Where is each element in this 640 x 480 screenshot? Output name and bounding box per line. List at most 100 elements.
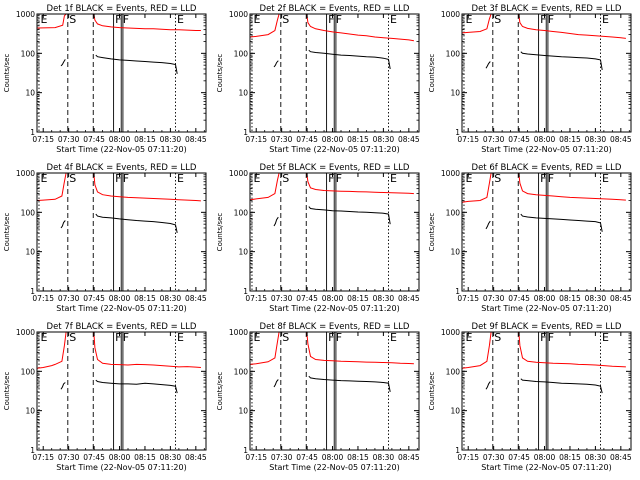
event-marker-label: S xyxy=(282,172,289,185)
x-tick-label: 08:30 xyxy=(373,135,395,144)
event-marker-label: F xyxy=(548,13,554,26)
y-tick-label: 10 xyxy=(238,248,248,257)
events-series-line xyxy=(308,49,391,70)
event-marker-label: E xyxy=(177,172,184,185)
y-axis-label: Counts/sec xyxy=(216,213,224,252)
y-tick-label: 10 xyxy=(238,89,248,98)
x-tick-label: 07:15 xyxy=(245,453,267,462)
x-tick-label: 08:00 xyxy=(534,453,556,462)
event-marker-label: E xyxy=(177,331,184,344)
event-marker-label: F xyxy=(115,13,121,26)
y-tick-label: 100 xyxy=(446,49,461,58)
x-tick-label: 08:15 xyxy=(559,135,581,144)
x-tick-label: 07:45 xyxy=(296,294,318,303)
x-tick-label: 07:30 xyxy=(271,294,293,303)
event-marker-label: E xyxy=(602,172,609,185)
lld-series-line xyxy=(93,332,201,368)
x-tick-label: 08:30 xyxy=(585,453,607,462)
lld-series-line xyxy=(462,14,493,34)
panel-title: Det 3f BLACK = Events, RED = LLD xyxy=(472,4,622,14)
x-axis-label: Start Time (22-Nov-05 07:11:20) xyxy=(56,304,186,313)
y-tick-label: 10 xyxy=(450,407,460,416)
events-series-line xyxy=(95,379,178,394)
y-tick-label: 100 xyxy=(446,208,461,217)
x-tick-label: 08:00 xyxy=(534,294,556,303)
y-tick-label: 100 xyxy=(21,208,36,217)
x-tick-label: 08:45 xyxy=(610,453,632,462)
lld-series-line xyxy=(518,173,626,201)
y-tick-label: 1000 xyxy=(441,169,460,178)
x-tick-label: 08:30 xyxy=(160,453,182,462)
y-tick-label: 1000 xyxy=(229,328,248,337)
lld-series-line xyxy=(37,332,68,369)
event-marker-label: S xyxy=(282,13,289,26)
event-marker-label: E xyxy=(390,172,397,185)
x-tick-label: 07:15 xyxy=(245,294,267,303)
y-tick-label: 1 xyxy=(455,287,460,296)
x-tick-label: 08:00 xyxy=(322,453,344,462)
plot-frame xyxy=(36,172,207,292)
x-tick-label: 08:15 xyxy=(347,453,369,462)
event-marker-label: E xyxy=(40,172,47,185)
events-series-line xyxy=(273,379,279,388)
panel-title: Det 7f BLACK = Events, RED = LLD xyxy=(47,322,197,332)
y-tick-label: 100 xyxy=(21,49,36,58)
y-tick-label: 100 xyxy=(234,367,249,376)
x-axis-label: Start Time (22-Nov-05 07:11:20) xyxy=(56,463,186,472)
y-axis-label: Counts/sec xyxy=(428,54,436,93)
lld-series-line xyxy=(518,14,626,39)
events-series-line xyxy=(485,220,491,230)
event-marker-label: S xyxy=(494,331,501,344)
event-marker-label: E xyxy=(390,13,397,26)
y-tick-label: 10 xyxy=(450,248,460,257)
y-tick-label: 1 xyxy=(243,287,248,296)
event-marker-label: F xyxy=(336,13,342,26)
x-tick-label: 08:45 xyxy=(185,135,207,144)
x-tick-label: 07:30 xyxy=(271,453,293,462)
y-tick-label: 100 xyxy=(234,49,249,58)
x-tick-label: 07:15 xyxy=(32,135,54,144)
y-axis-label: Counts/sec xyxy=(3,213,11,252)
plot-frame xyxy=(461,13,632,133)
x-tick-label: 08:45 xyxy=(398,453,420,462)
x-tick-label: 07:15 xyxy=(245,135,267,144)
x-tick-label: 07:30 xyxy=(58,294,80,303)
y-axis-label: Counts/sec xyxy=(428,372,436,411)
y-tick-label: 1 xyxy=(30,446,35,455)
x-tick-label: 08:45 xyxy=(610,294,632,303)
lld-series-line xyxy=(306,332,414,365)
x-axis-label: Start Time (22-Nov-05 07:11:20) xyxy=(269,304,399,313)
event-marker-label: F xyxy=(328,331,334,344)
y-tick-label: 1 xyxy=(30,128,35,137)
y-tick-label: 100 xyxy=(446,367,461,376)
y-tick-label: 1 xyxy=(455,128,460,137)
plot-frame xyxy=(249,331,420,451)
y-tick-label: 1000 xyxy=(16,10,35,19)
panel-title: Det 8f BLACK = Events, RED = LLD xyxy=(260,322,410,332)
x-tick-label: 07:30 xyxy=(271,135,293,144)
event-marker-label: F xyxy=(123,172,129,185)
event-marker-label: F xyxy=(336,172,342,185)
x-tick-label: 07:45 xyxy=(296,453,318,462)
y-tick-label: 1 xyxy=(30,287,35,296)
events-series-line xyxy=(273,60,279,68)
x-tick-label: 08:00 xyxy=(322,294,344,303)
x-tick-label: 07:30 xyxy=(483,135,505,144)
event-marker-label: E xyxy=(253,13,260,26)
y-axis-label: Counts/sec xyxy=(216,372,224,411)
y-tick-label: 1000 xyxy=(16,169,35,178)
y-tick-label: 1 xyxy=(455,446,460,455)
panel-title: Det 1f BLACK = Events, RED = LLD xyxy=(47,4,197,14)
y-tick-label: 1000 xyxy=(16,328,35,337)
x-tick-label: 08:30 xyxy=(585,294,607,303)
event-marker-label: S xyxy=(494,172,501,185)
lld-series-line xyxy=(37,14,68,29)
y-tick-label: 100 xyxy=(234,208,249,217)
x-axis-label: Start Time (22-Nov-05 07:11:20) xyxy=(481,304,611,313)
x-tick-label: 07:45 xyxy=(508,135,530,144)
y-tick-label: 10 xyxy=(238,407,248,416)
